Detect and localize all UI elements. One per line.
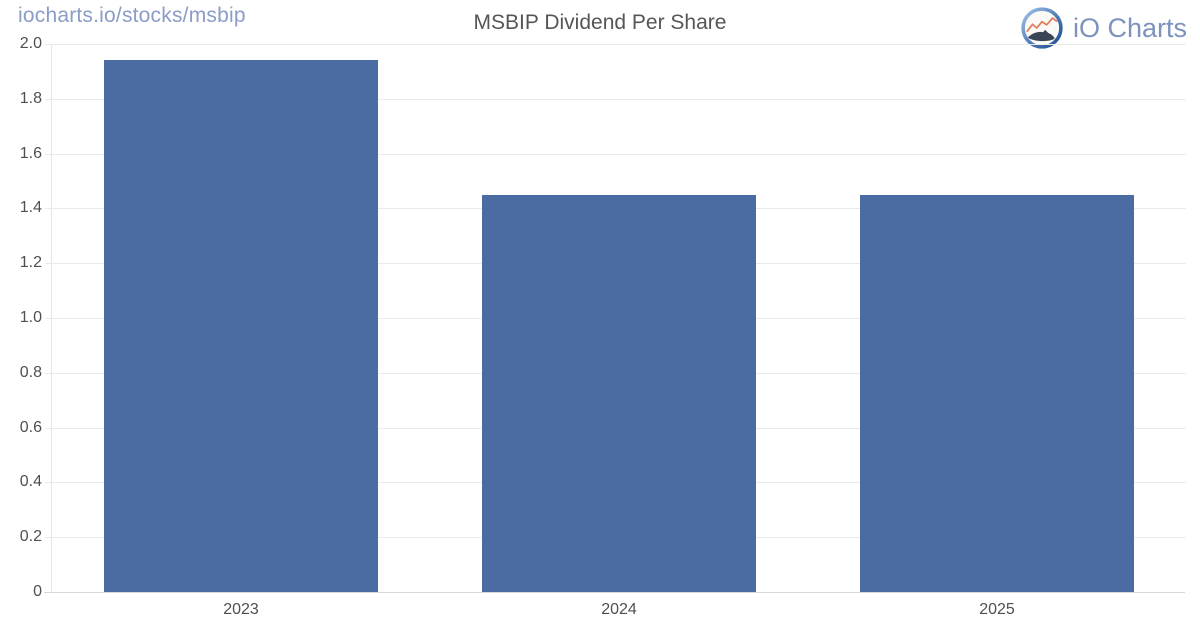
y-tick-label: 1.2 (19, 254, 42, 272)
x-tick-label: 2023 (223, 601, 259, 618)
y-tick-label: 1.0 (19, 309, 42, 326)
plot-area: 2023 2024 2025 (45, 44, 1186, 618)
gridline (45, 98, 1186, 100)
y-tick-label: 1.4 (19, 199, 42, 217)
site-url-link[interactable]: iocharts.io/stocks/msbip (18, 4, 246, 27)
brand-name: iO Charts (1072, 12, 1187, 43)
y-tick-label: 1.8 (19, 89, 42, 107)
gridline (45, 153, 1186, 155)
bar-2025[interactable] (859, 194, 1135, 592)
y-tick-label: 0.6 (19, 418, 42, 436)
y-tick-label: 0.4 (19, 473, 42, 491)
x-tick-label: 2025 (979, 601, 1015, 618)
y-axis-labels: 0 0.2 0.4 0.6 0.8 1.0 1.2 1.4 1.6 1.8 2.0 (0, 35, 42, 600)
y-tick-label: 1.6 (19, 144, 42, 162)
gridline (45, 44, 1186, 45)
brand[interactable]: iO Charts (1021, 7, 1187, 49)
io-charts-logo-icon (1021, 7, 1063, 49)
bar-2024[interactable] (481, 194, 757, 592)
y-tick-label: 0.8 (19, 363, 42, 381)
x-axis-line (44, 592, 1185, 593)
x-tick-label: 2024 (601, 601, 637, 618)
page-title: MSBIP Dividend Per Share (473, 11, 727, 34)
y-tick-label: 0 (33, 583, 42, 600)
bar-2023[interactable] (103, 60, 379, 592)
y-tick-label: 2.0 (19, 35, 42, 52)
y-tick-label: 0.2 (19, 528, 42, 546)
